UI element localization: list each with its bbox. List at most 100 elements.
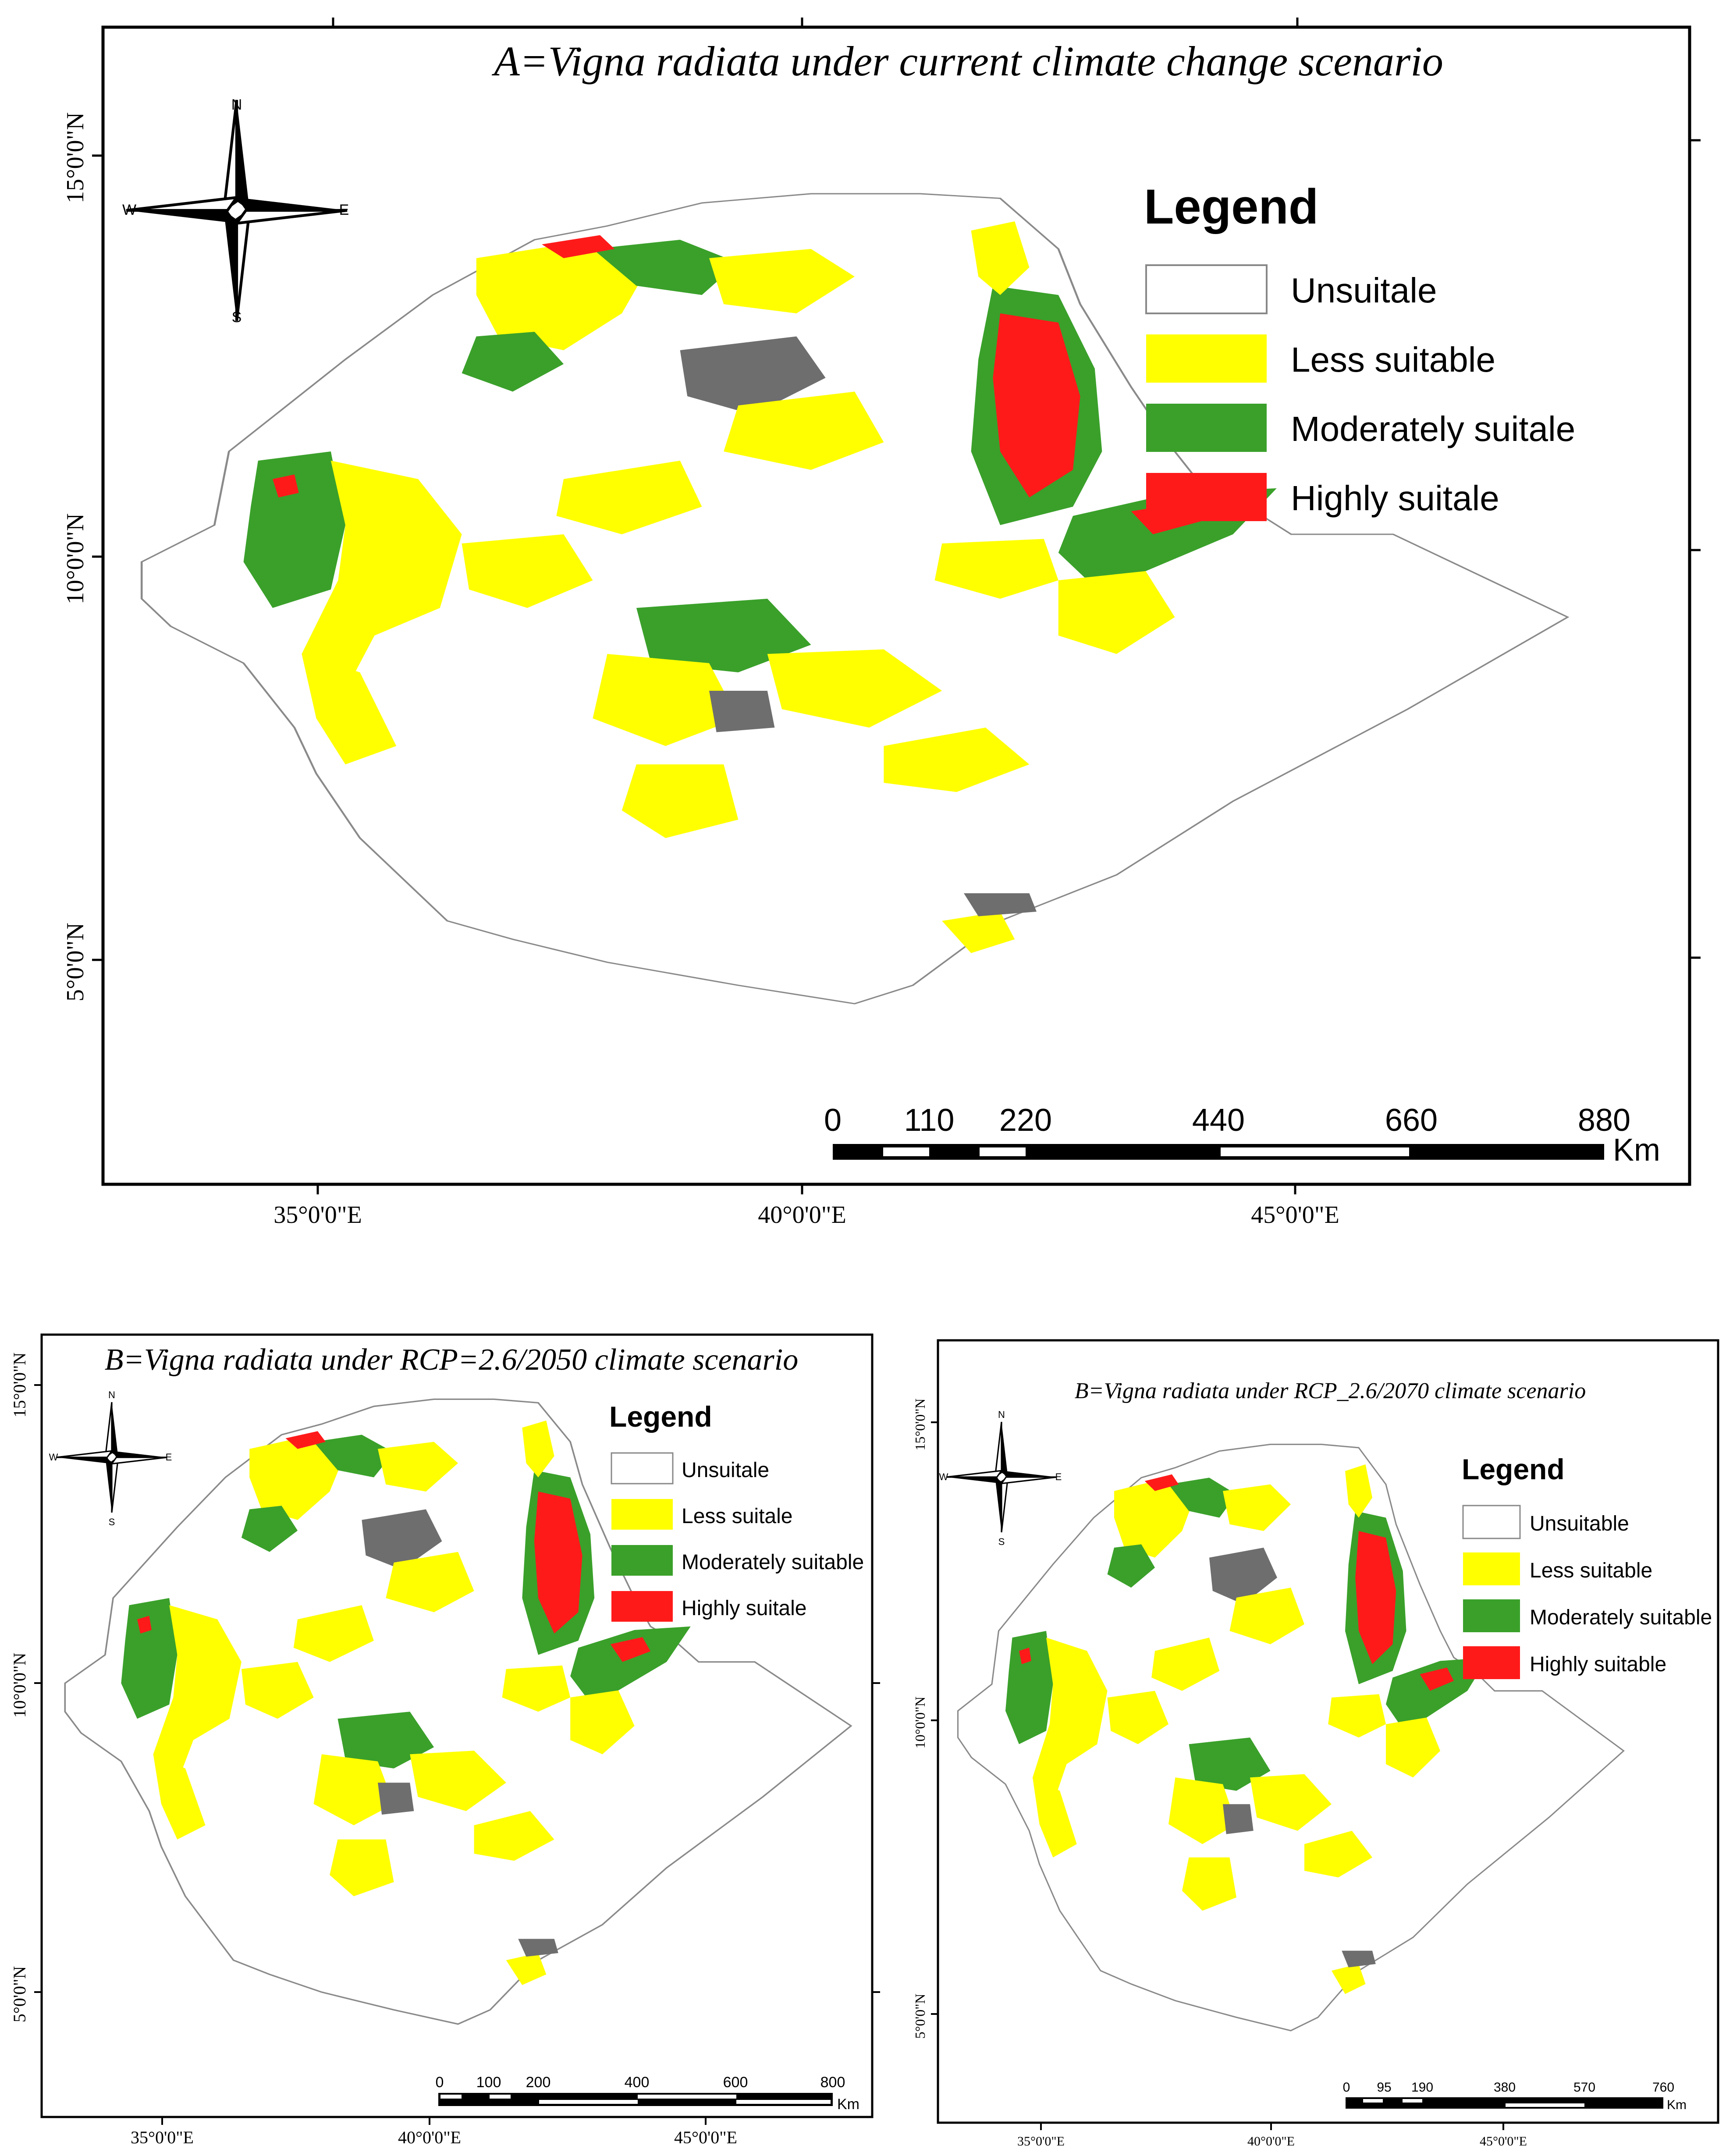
scale-tick: 400 [625, 2074, 650, 2091]
compass-s: S [109, 1517, 115, 1527]
legend-swatch-high [611, 1591, 673, 1622]
scale-tick: 190 [1411, 2080, 1433, 2095]
lat-label: 10°0'0"N [912, 1697, 928, 1749]
legend-label-moderate: Moderately suitable [1530, 1606, 1712, 1629]
scale-tick: 95 [1377, 2080, 1391, 2095]
lon-label: 45°0'0"E [1480, 2134, 1527, 2149]
latitude-labels: 15°0'0"N 10°0'0"N 5°0'0"N [10, 1353, 29, 2022]
map-title: B=Vigna radiata under RCP_2.6/2070 clima… [1075, 1378, 1586, 1403]
legend: Legend Unsuitale Less suitable Moderatel… [1144, 179, 1575, 521]
scale-tick: 800 [820, 2074, 845, 2091]
north-arrow-icon [126, 100, 347, 321]
scale-bar: 0 95 190 380 570 760 Km [1343, 2080, 1687, 2112]
lon-label: 35°0'0"E [1017, 2134, 1065, 2149]
map-title: A=Vigna radiata under current climate ch… [491, 38, 1443, 85]
legend-label-less: Less suitale [682, 1505, 792, 1528]
map-frame [40, 1333, 874, 2118]
lon-label: 35°0'0"E [131, 2128, 194, 2147]
compass-s: S [232, 309, 242, 326]
legend-swatch-high [1146, 473, 1267, 521]
legend-label-high: Highly suitale [682, 1597, 806, 1620]
scale-tick: 100 [476, 2074, 501, 2091]
map-frame [101, 25, 1691, 1186]
scale-tick: 110 [904, 1103, 955, 1138]
legend-label-unsuitable: Unsuitable [1530, 1512, 1629, 1535]
compass-w: W [939, 1471, 948, 1482]
compass-n: N [108, 1389, 115, 1400]
scale-tick: 880 [1578, 1103, 1630, 1138]
map-panel-c: B=Vigna radiata under RCP_2.6/2070 clima… [912, 1339, 1719, 2149]
lat-label: 15°0'0"N [912, 1399, 928, 1451]
legend-title: Legend [609, 1400, 712, 1433]
compass-n: N [998, 1409, 1005, 1420]
longitude-labels: 35°0'0"E 40°0'0"E 45°0'0"E [131, 2128, 737, 2147]
lon-label: 45°0'0"E [1251, 1201, 1339, 1229]
longitude-labels: 35°0'0"E 40°0'0"E 45°0'0"E [1017, 2134, 1527, 2149]
scale-tick: 600 [723, 2074, 748, 2091]
lon-label: 40°0'0"E [398, 2128, 461, 2147]
lon-label: 45°0'0"E [674, 2128, 737, 2147]
legend-swatch-less [1146, 334, 1267, 383]
map-area [957, 1443, 1625, 2032]
legend-swatch-unsuitable [611, 1452, 674, 1485]
lat-label: 5°0'0"N [912, 1994, 928, 2039]
lon-label: 40°0'0"E [758, 1201, 846, 1229]
map-frame [937, 1339, 1719, 2124]
legend-label-unsuitable: Unsuitale [682, 1459, 769, 1482]
legend-swatch-high [1463, 1646, 1520, 1679]
compass-w: W [122, 202, 136, 218]
scale-unit: Km [1613, 1133, 1660, 1168]
lon-label: 35°0'0"E [273, 1201, 362, 1229]
legend-title: Legend [1462, 1453, 1565, 1485]
north-arrow-icon [56, 1401, 168, 1513]
legend-label-moderate: Moderately suitable [682, 1551, 864, 1574]
compass-s: S [998, 1536, 1005, 1547]
map-panel-a: A=Vigna radiata under current climate ch… [62, 18, 1701, 1229]
scale-unit: Km [1667, 2098, 1687, 2112]
north-arrow-icon [945, 1421, 1058, 1533]
map-panel-b: B=Vigna radiata under RCP=2.6/2050 clima… [10, 1333, 880, 2147]
scale-tick: 760 [1652, 2080, 1674, 2095]
legend: Legend Unsuitale Less suitale Moderately… [609, 1400, 864, 1622]
legend-swatch-less [611, 1499, 673, 1530]
scale-tick: 0 [436, 2074, 444, 2091]
compass-e: E [166, 1452, 172, 1463]
map-area [64, 1398, 852, 2025]
scale-tick: 570 [1573, 2080, 1595, 2095]
scale-tick: 220 [999, 1103, 1052, 1138]
frame-ticks [92, 18, 1701, 1194]
compass-n: N [231, 96, 242, 113]
compass-w: W [49, 1452, 58, 1463]
scale-tick: 660 [1385, 1103, 1438, 1138]
legend-swatch-moderate [1463, 1599, 1520, 1632]
lat-label: 5°0'0"N [10, 1966, 29, 2022]
scale-tick: 0 [824, 1103, 842, 1138]
lat-label: 5°0'0"N [62, 923, 89, 1002]
legend-label-less: Less suitable [1530, 1559, 1652, 1582]
legend-swatch-moderate [1146, 404, 1267, 452]
scale-tick: 380 [1494, 2080, 1516, 2095]
map-area [142, 194, 1568, 1004]
lat-label: 15°0'0"N [10, 1353, 29, 1417]
legend-swatch-less [1463, 1552, 1520, 1585]
frame-ticks [34, 1384, 880, 2125]
lon-label: 40°0'0"E [1247, 2134, 1295, 2149]
legend-label-less: Less suitable [1291, 340, 1495, 379]
legend-label-high: Highly suitable [1530, 1653, 1666, 1676]
latitude-labels: 15°0'0"N 10°0'0"N 5°0'0"N [62, 112, 89, 1002]
scale-tick: 200 [526, 2074, 551, 2091]
legend-swatch-unsuitable [1145, 264, 1268, 314]
longitude-labels: 35°0'0"E 40°0'0"E 45°0'0"E [273, 1201, 1339, 1229]
lat-label: 10°0'0"N [10, 1653, 29, 1718]
legend-swatch-moderate [611, 1545, 673, 1576]
legend-label-unsuitable: Unsuitale [1291, 271, 1437, 310]
legend-title: Legend [1144, 179, 1318, 234]
scale-tick: 440 [1192, 1103, 1245, 1138]
compass-e: E [1055, 1471, 1062, 1482]
lat-label: 10°0'0"N [62, 513, 89, 604]
map-title: B=Vigna radiata under RCP=2.6/2050 clima… [105, 1343, 798, 1377]
scale-tick: 0 [1343, 2080, 1350, 2095]
latitude-labels: 15°0'0"N 10°0'0"N 5°0'0"N [912, 1399, 928, 2039]
scale-unit: Km [837, 2096, 859, 2113]
lat-label: 15°0'0"N [62, 112, 89, 203]
